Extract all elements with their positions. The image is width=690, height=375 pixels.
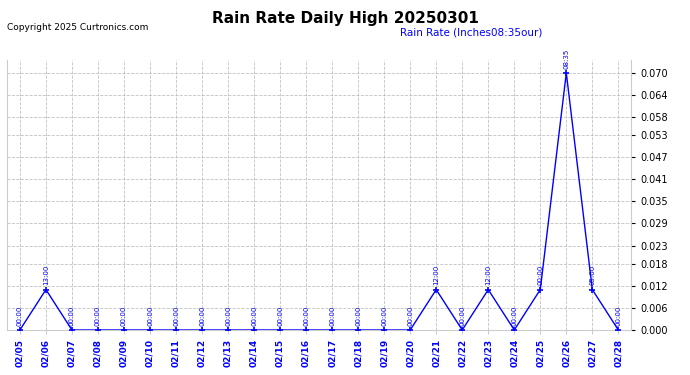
- Text: 12:00: 12:00: [433, 265, 440, 285]
- Text: 00:00: 00:00: [511, 306, 518, 326]
- Text: 00:00: 00:00: [147, 306, 153, 326]
- Text: 00:00: 00:00: [121, 306, 127, 326]
- Text: 12:00: 12:00: [485, 265, 491, 285]
- Text: 00:00: 00:00: [303, 306, 309, 326]
- Text: 00:00: 00:00: [17, 306, 23, 326]
- Text: 00:00: 00:00: [329, 306, 335, 326]
- Text: Rain Rate (Inches08:35our): Rain Rate (Inches08:35our): [400, 28, 542, 38]
- Text: 00:00: 00:00: [381, 306, 387, 326]
- Text: Rain Rate Daily High 20250301: Rain Rate Daily High 20250301: [212, 11, 478, 26]
- Text: 00:00: 00:00: [69, 306, 75, 326]
- Text: 00:00: 00:00: [251, 306, 257, 326]
- Text: Copyright 2025 Curtronics.com: Copyright 2025 Curtronics.com: [7, 22, 148, 32]
- Text: 00:00: 00:00: [615, 306, 621, 326]
- Text: 00:00: 00:00: [95, 306, 101, 326]
- Text: 13:00: 13:00: [43, 265, 49, 285]
- Text: 00:00: 00:00: [538, 265, 543, 285]
- Text: 00:00: 00:00: [199, 306, 205, 326]
- Text: 08:35: 08:35: [563, 48, 569, 69]
- Text: 00:00: 00:00: [355, 306, 361, 326]
- Text: 00:00: 00:00: [277, 306, 283, 326]
- Text: 00:00: 00:00: [173, 306, 179, 326]
- Text: 00:00: 00:00: [460, 306, 465, 326]
- Text: 05:00: 05:00: [589, 265, 595, 285]
- Text: 00:00: 00:00: [407, 306, 413, 326]
- Text: 00:00: 00:00: [225, 306, 231, 326]
